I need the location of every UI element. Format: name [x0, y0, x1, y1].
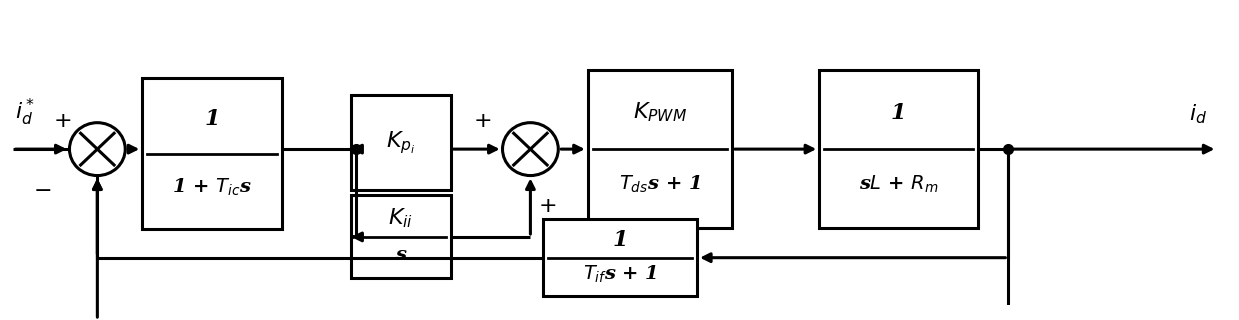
Bar — [351, 196, 451, 278]
Text: $+$: $+$ — [52, 111, 71, 131]
Text: 1: 1 — [612, 229, 628, 251]
Text: $+$: $+$ — [539, 196, 556, 216]
Bar — [351, 95, 451, 190]
Text: $i_d$: $i_d$ — [1189, 102, 1207, 125]
Text: $-$: $-$ — [33, 179, 52, 199]
Text: 1: 1 — [204, 108, 219, 130]
Bar — [819, 70, 979, 228]
Text: 1: 1 — [891, 102, 907, 124]
Circle shape — [503, 123, 559, 176]
Text: s: s — [395, 246, 406, 264]
Bar — [587, 70, 732, 228]
Text: $K_{p_i}$: $K_{p_i}$ — [387, 129, 416, 156]
Text: $T_{if}$s + 1: $T_{if}$s + 1 — [582, 264, 657, 285]
Circle shape — [69, 123, 125, 176]
Text: $+$: $+$ — [472, 111, 491, 131]
Text: 1 + $T_{ic}$s: 1 + $T_{ic}$s — [172, 176, 252, 198]
Bar — [543, 219, 698, 296]
Text: $T_{ds}$s + 1: $T_{ds}$s + 1 — [620, 173, 700, 195]
Text: $K_{ii}$: $K_{ii}$ — [388, 206, 414, 230]
Bar — [142, 78, 281, 229]
Text: $i_d^*$: $i_d^*$ — [15, 97, 35, 128]
Text: $K_{PWM}$: $K_{PWM}$ — [633, 101, 686, 124]
Text: s$L$ + $R_m$: s$L$ + $R_m$ — [859, 173, 939, 195]
